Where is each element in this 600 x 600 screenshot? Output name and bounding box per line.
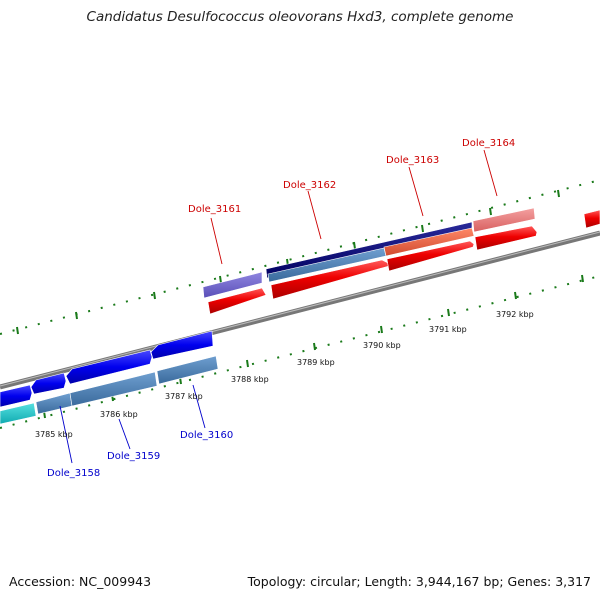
lower-genes xyxy=(0,330,219,425)
gene-steel-c[interactable] xyxy=(156,355,219,385)
scale-label-3791: 3791 kbp xyxy=(429,325,467,334)
genome-backbone-highlight xyxy=(0,231,600,387)
genome-summary-text: Topology: circular; Length: 3,944,167 bp… xyxy=(247,574,591,589)
scale-label-3786: 3786 kbp xyxy=(100,410,138,419)
gene-dole-3161[interactable] xyxy=(202,271,263,299)
gene-label-dole-3159[interactable]: Dole_3159 xyxy=(107,451,160,462)
scale-label-3785: 3785 kbp xyxy=(35,430,73,439)
gene-blue-left-stub[interactable] xyxy=(0,384,33,408)
gene-steel-b[interactable] xyxy=(69,371,158,407)
gene-blue-b[interactable] xyxy=(30,372,67,395)
top-leader-lines xyxy=(210,149,498,265)
upper-genes xyxy=(202,207,600,315)
gene-label-dole-3160[interactable]: Dole_3160 xyxy=(180,430,233,441)
gene-red-arrow-d[interactable] xyxy=(474,225,538,251)
inner-major-ticks xyxy=(43,274,584,419)
gene-red-arrow-a[interactable] xyxy=(207,287,267,315)
scale-label-3792: 3792 kbp xyxy=(496,310,534,319)
gene-red-edge[interactable] xyxy=(583,209,600,229)
gene-steel-a[interactable] xyxy=(35,392,73,415)
gene-dole-3163[interactable] xyxy=(383,227,475,257)
bottom-gene-labels: Dole_3158 Dole_3159 Dole_3160 xyxy=(47,430,233,479)
gene-red-arrow-c[interactable] xyxy=(386,240,475,272)
scale-label-3787: 3787 kbp xyxy=(165,392,203,401)
gene-dole-3164[interactable] xyxy=(472,207,536,233)
gene-label-dole-3161[interactable]: Dole_3161 xyxy=(188,204,241,215)
accession-text: Accession: NC_009943 xyxy=(9,574,152,589)
scale-label-3788: 3788 kbp xyxy=(231,375,269,384)
gene-label-dole-3162[interactable]: Dole_3162 xyxy=(283,180,336,191)
outer-major-ticks xyxy=(16,189,560,335)
scale-labels: 3785 kbp 3786 kbp 3787 kbp 3788 kbp 3789… xyxy=(35,310,534,439)
gene-blue-d[interactable] xyxy=(150,330,214,360)
gene-cyan-left[interactable] xyxy=(0,402,37,425)
top-gene-labels: Dole_3161 Dole_3162 Dole_3163 Dole_3164 xyxy=(188,138,515,215)
scale-label-3790: 3790 kbp xyxy=(363,341,401,350)
gene-label-dole-3164[interactable]: Dole_3164 xyxy=(462,138,515,149)
genome-backbone xyxy=(0,230,600,390)
gene-blue-c[interactable] xyxy=(65,349,153,385)
map-title: Candidatus Desulfococcus oleovorans Hxd3… xyxy=(86,9,514,25)
scale-label-3789: 3789 kbp xyxy=(297,358,335,367)
inner-tick-track xyxy=(0,275,600,429)
gene-label-dole-3163[interactable]: Dole_3163 xyxy=(386,155,439,166)
gene-label-dole-3158[interactable]: Dole_3158 xyxy=(47,468,100,479)
bottom-leader-lines xyxy=(59,384,206,464)
